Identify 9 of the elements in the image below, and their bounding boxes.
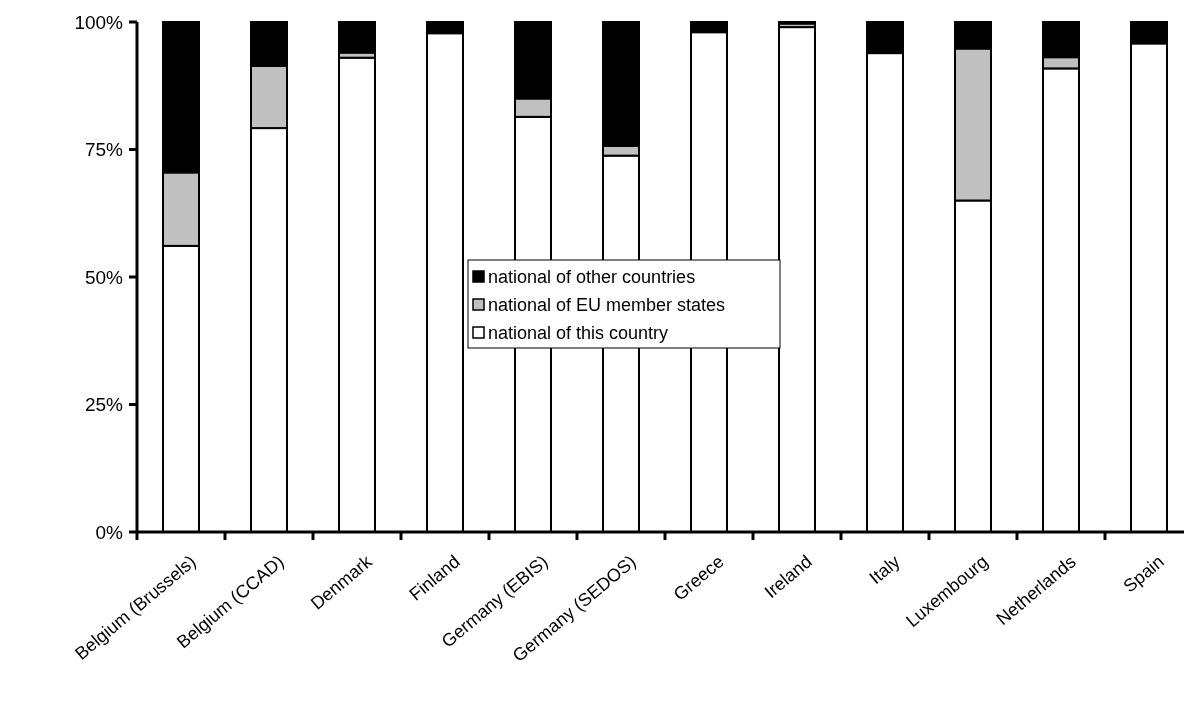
legend-label: national of this country	[488, 323, 669, 344]
x-tick-label: Italy	[865, 551, 904, 588]
legend-label: national of EU member states	[488, 295, 726, 316]
y-tick-label: 100%	[74, 11, 124, 33]
y-tick-label: 0%	[95, 521, 124, 543]
y-tick-label: 25%	[84, 394, 124, 416]
legend-label: national of other countries	[488, 267, 696, 288]
y-tick-label: 50%	[84, 266, 124, 288]
y-tick-label: 75%	[84, 139, 124, 161]
